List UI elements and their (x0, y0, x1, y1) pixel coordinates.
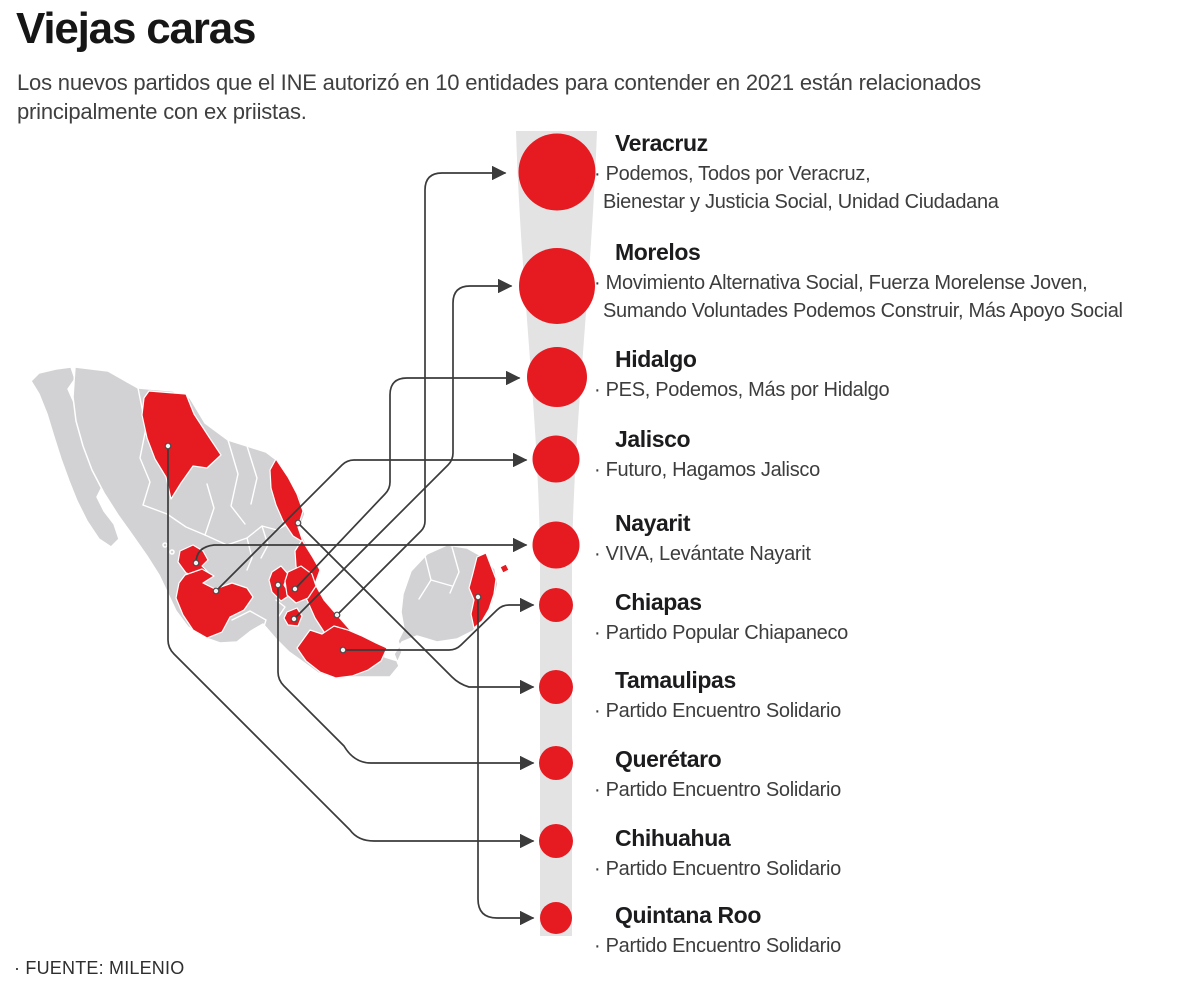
state-chihuahua (141, 390, 222, 500)
bubble-quintana-roo (540, 902, 572, 934)
dot-chiapas (339, 646, 347, 654)
entry-name: Nayarit (615, 510, 691, 536)
entry-name: Chihuahua (615, 825, 731, 851)
entry-chihuahua: Chihuahua · Partido Encuentro Solidario (594, 825, 1194, 883)
entry-parties-line: · PES, Podemos, Más por Hidalgo (594, 379, 890, 401)
entry-tamaulipas: Tamaulipas · Partido Encuentro Solidario (594, 667, 1194, 725)
connector-jalisco (215, 452, 528, 592)
entry-veracruz: Veracruz · Podemos, Todos por Veracruz, … (594, 130, 1194, 216)
entry-name: Veracruz (615, 130, 708, 156)
entry-parties-line: · Futuro, Hagamos Jalisco (594, 459, 820, 481)
entry-hidalgo: Hidalgo · PES, Podemos, Más por Hidalgo (594, 346, 1194, 404)
dot-morelos (290, 615, 298, 623)
bubble-chihuahua (539, 824, 573, 858)
bubble-morelos (519, 248, 595, 324)
connectors (167, 165, 535, 926)
entry-name: Chiapas (615, 589, 702, 615)
islands (169, 549, 175, 555)
entry-parties-line: · VIVA, Levántate Nayarit (594, 543, 811, 565)
mexico-map (30, 366, 499, 680)
entry-queretaro: Querétaro · Partido Encuentro Solidario (594, 746, 1194, 804)
dot-jalisco (212, 587, 220, 595)
bubble-tamaulipas (539, 670, 573, 704)
dot-quintana-roo (474, 593, 482, 601)
entity-bubbles (518, 133, 596, 934)
state-dots (164, 442, 482, 654)
state-jalisco (175, 568, 254, 639)
entry-quintana-roo: Quintana Roo · Partido Encuentro Solidar… (594, 902, 1194, 960)
subtitle-line-1: Los nuevos partidos que el INE autorizó … (17, 70, 981, 95)
subtitle-line-2: principalmente con ex priistas. (17, 99, 307, 124)
page-title: Viejas caras (16, 4, 256, 53)
entry-nayarit: Nayarit · VIVA, Levántate Nayarit (594, 510, 1194, 568)
dot-nayarit (192, 559, 200, 567)
dot-queretaro (274, 581, 282, 589)
entry-parties-line: · Partido Encuentro Solidario (594, 935, 841, 957)
entry-chiapas: Chiapas · Partido Popular Chiapaneco (594, 589, 1194, 647)
dot-veracruz (333, 611, 341, 619)
islands (162, 542, 168, 548)
state-tamaulipas (269, 458, 304, 543)
entry-parties-line: · Movimiento Alternativa Social, Fuerza … (594, 272, 1088, 294)
cozumel-island (499, 563, 510, 574)
entry-name: Tamaulipas (615, 667, 736, 693)
entry-parties-line: Sumando Voluntades Podemos Construir, Má… (603, 300, 1123, 322)
entry-parties-line: · Podemos, Todos por Veracruz, (594, 163, 871, 185)
entry-parties-line: · Partido Encuentro Solidario (594, 779, 841, 801)
connector-quintana-roo (477, 596, 535, 926)
bubble-nayarit (532, 521, 580, 569)
entry-morelos: Morelos · Movimiento Alternativa Social,… (594, 239, 1194, 325)
entry-parties-line: · Partido Popular Chiapaneco (594, 622, 848, 644)
dot-hidalgo (291, 585, 299, 593)
bubble-veracruz (518, 133, 596, 211)
source-credit: · FUENTE: MILENIO (14, 958, 185, 978)
bubble-queretaro (539, 746, 573, 780)
connector-hidalgo (294, 370, 521, 590)
connector-chihuahua (167, 445, 535, 849)
entry-name: Morelos (615, 239, 701, 265)
entry-name: Hidalgo (615, 346, 697, 372)
connector-veracruz (336, 165, 507, 616)
page-subtitle: Los nuevos partidos que el INE autorizó … (17, 68, 1157, 126)
entry-name: Quintana Roo (615, 902, 761, 928)
dot-tamaulipas (294, 519, 302, 527)
bubble-chiapas (539, 588, 573, 622)
entry-name: Querétaro (615, 746, 722, 772)
bubble-hidalgo (527, 347, 587, 407)
state-quintana-roo (468, 552, 497, 629)
connector-tamaulipas (297, 522, 535, 695)
entry-jalisco: Jalisco · Futuro, Hagamos Jalisco (594, 426, 1194, 484)
entry-name: Jalisco (615, 426, 691, 452)
entry-parties-line: · Partido Encuentro Solidario (594, 858, 841, 880)
bubble-jalisco (532, 435, 580, 483)
connector-queretaro (277, 584, 535, 771)
dot-chihuahua (164, 442, 172, 450)
entry-parties-line: Bienestar y Justicia Social, Unidad Ciud… (603, 191, 999, 213)
entry-parties-line: · Partido Encuentro Solidario (594, 700, 841, 722)
connector-chiapas (342, 597, 535, 651)
